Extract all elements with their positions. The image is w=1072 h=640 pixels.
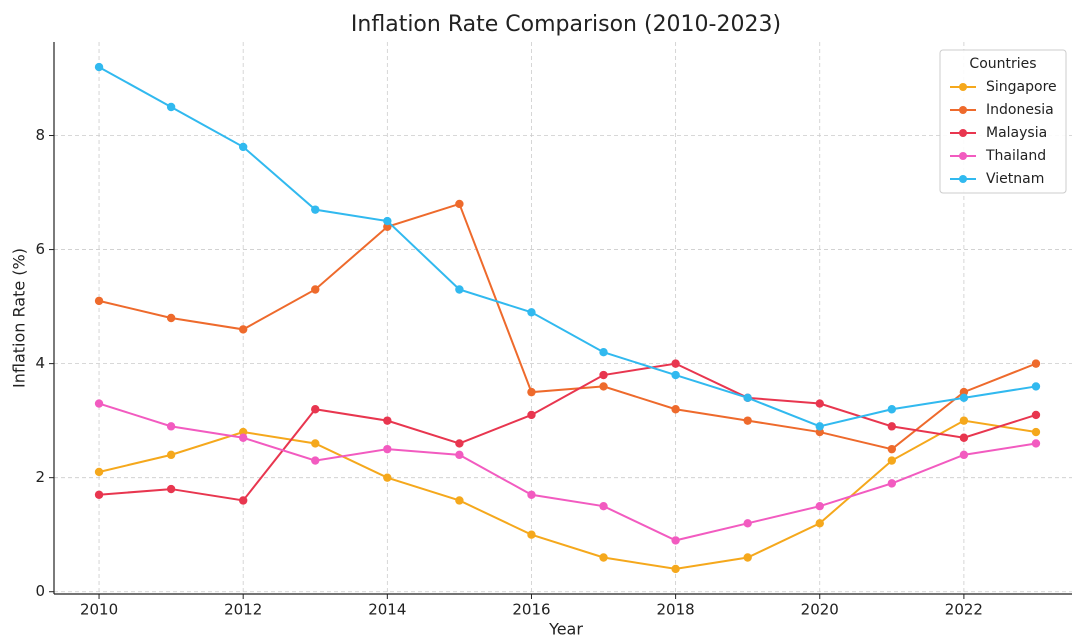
y-tick-label: 4 (35, 354, 45, 372)
legend-marker (959, 129, 967, 137)
series-line (98, 202, 1037, 451)
data-point (959, 433, 969, 442)
legend-label: Vietnam (986, 171, 1044, 187)
data-point (887, 479, 897, 488)
x-tick-label: 2012 (224, 601, 262, 619)
legend-marker (959, 83, 967, 91)
data-point (311, 405, 320, 414)
y-tick-label: 0 (35, 582, 45, 600)
data-point (527, 410, 536, 420)
data-point (599, 370, 608, 380)
legend-box (939, 49, 1067, 194)
data-point (887, 456, 897, 465)
data-point (166, 102, 176, 112)
legend-label: Singapore (986, 79, 1057, 95)
legend-label: Indonesia (986, 102, 1054, 118)
data-point (311, 285, 320, 294)
legend-title: Countries (969, 56, 1036, 72)
data-point (166, 450, 176, 460)
data-point (311, 439, 320, 448)
x-axis-label: Year (548, 620, 583, 639)
legend-label: Thailand (985, 148, 1046, 164)
legend-marker (959, 106, 967, 114)
data-point (238, 433, 248, 442)
data-point (527, 530, 536, 539)
data-point (94, 62, 104, 72)
data-point (887, 444, 897, 454)
chart-title: Inflation Rate Comparison (2010-2023) (351, 12, 781, 37)
data-point (671, 536, 680, 545)
y-tick-label: 2 (35, 468, 45, 486)
data-point (887, 422, 897, 431)
data-point (815, 399, 824, 408)
legend-marker (959, 152, 967, 160)
data-point (455, 496, 464, 505)
data-point (527, 308, 536, 317)
data-point (94, 399, 104, 408)
data-point (743, 393, 752, 403)
data-point (599, 348, 608, 357)
data-point (959, 393, 969, 403)
data-point (383, 444, 392, 454)
series-line (98, 362, 1037, 502)
data-point (166, 422, 176, 431)
y-axis-label: Inflation Rate (%) (10, 248, 29, 388)
data-point (238, 142, 248, 152)
data-point (94, 490, 104, 499)
data-point (743, 519, 752, 528)
data-point (166, 313, 176, 323)
x-tick-label: 2018 (657, 601, 695, 619)
y-tick-label: 6 (35, 240, 45, 258)
data-point (671, 370, 680, 380)
data-point (94, 467, 104, 477)
x-tick-label: 2022 (945, 601, 983, 619)
data-point (527, 490, 536, 499)
data-point (815, 501, 824, 511)
series-line (98, 66, 1037, 428)
data-point (1031, 410, 1041, 420)
data-point (166, 484, 176, 494)
data-point (455, 285, 464, 294)
data-point (383, 473, 392, 482)
data-point (671, 564, 680, 574)
data-point (455, 450, 464, 460)
data-point (1031, 359, 1041, 368)
data-point (959, 450, 969, 460)
data-point (959, 416, 969, 425)
data-point (527, 387, 536, 397)
data-point (1031, 427, 1041, 437)
data-point (311, 456, 320, 465)
x-tick-label: 2010 (80, 601, 118, 619)
data-point (599, 553, 608, 562)
data-point (743, 416, 752, 425)
data-point (1031, 439, 1041, 448)
data-point (383, 416, 392, 425)
data-point (599, 501, 608, 511)
data-point (238, 496, 248, 505)
data-point (311, 205, 320, 214)
series-line (98, 419, 1037, 570)
x-tick-label: 2016 (512, 601, 550, 619)
data-point (1031, 382, 1041, 391)
data-point (887, 405, 897, 414)
data-point (94, 296, 104, 306)
data-point (455, 199, 464, 209)
data-point (383, 216, 392, 226)
data-point (455, 439, 464, 448)
data-point (815, 422, 824, 431)
series-line (98, 402, 1037, 542)
legend-label: Malaysia (986, 125, 1047, 141)
data-point (743, 553, 752, 562)
data-point (238, 325, 248, 334)
legend: Countries Singapore Indonesia Malaysia Thail… (939, 49, 1067, 194)
data-point (815, 519, 824, 528)
data-point (599, 382, 608, 391)
data-point (671, 359, 680, 368)
legend-marker (959, 175, 967, 183)
x-tick-label: 2020 (801, 601, 839, 619)
data-point (671, 405, 680, 414)
x-tick-label: 2014 (368, 601, 406, 619)
y-tick-label: 8 (35, 126, 45, 144)
